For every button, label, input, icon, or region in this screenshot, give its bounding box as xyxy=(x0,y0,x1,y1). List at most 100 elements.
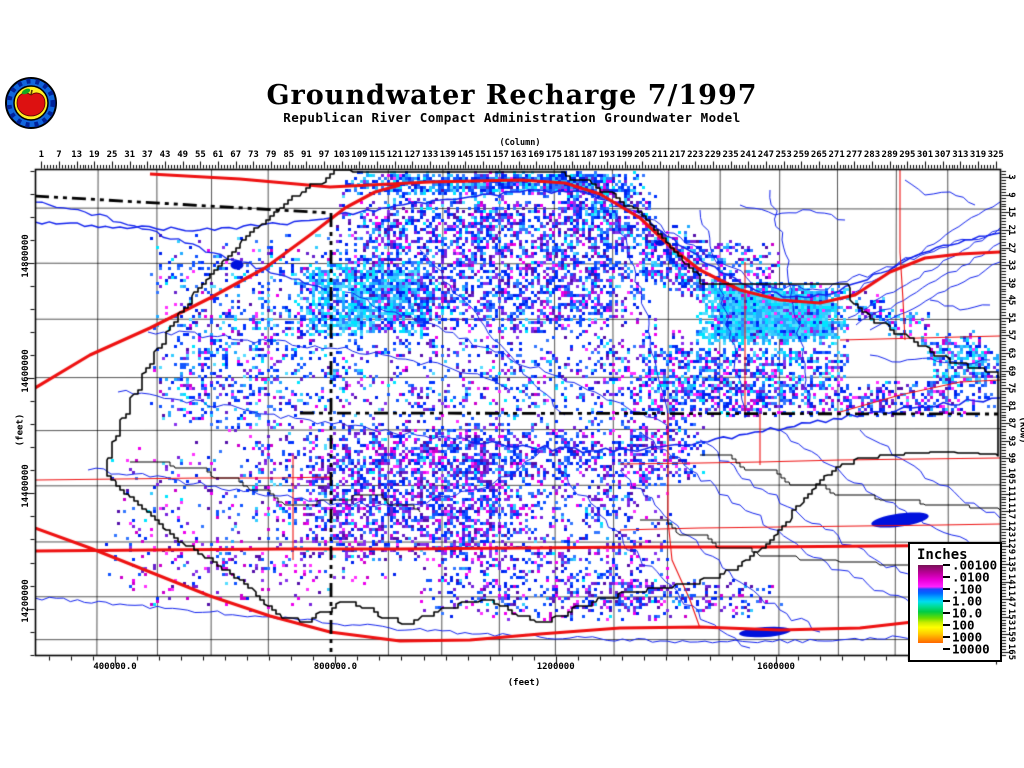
page-subtitle: Republican River Compact Administration … xyxy=(283,110,741,125)
legend-value-label: .100 xyxy=(952,581,983,597)
axis-tick-label: 147 xyxy=(1006,590,1016,608)
axis-tick-label: 21 xyxy=(1006,224,1016,236)
axis-tick-label: 187 xyxy=(581,150,598,160)
axis-tick-label: 93 xyxy=(1006,435,1016,447)
axis-tick-label: 63 xyxy=(1006,347,1016,359)
axis-tick-label: 271 xyxy=(828,150,845,160)
axis-tick-label: 175 xyxy=(545,150,562,160)
legend-tick xyxy=(943,576,950,578)
axis-tick-label: 277 xyxy=(846,150,863,160)
axis-tick-label: 87 xyxy=(1006,417,1016,429)
axis-tick-label: 99 xyxy=(1006,453,1016,464)
axis-tick-label: 67 xyxy=(230,150,242,160)
logo-apple-stem xyxy=(30,89,33,96)
axis-tick-label: 319 xyxy=(969,150,987,160)
axis-tick-label: 301 xyxy=(916,150,934,160)
axis-tick-label: 9 xyxy=(1006,192,1016,198)
axis-tick-label: 85 xyxy=(283,150,295,160)
axis-tick-label: 69 xyxy=(1006,365,1016,376)
axis-tick-label: 205 xyxy=(634,150,651,160)
legend-tick xyxy=(943,648,950,650)
axis-tick-label: 135 xyxy=(1006,555,1016,573)
axis-tick-label: 247 xyxy=(757,150,775,160)
axis-tick-label: 37 xyxy=(141,150,153,160)
logo-apple xyxy=(16,92,46,117)
axis-tick-label: 1 xyxy=(38,150,45,160)
axis-tick-label: 223 xyxy=(687,150,704,160)
axis-tick-label: 105 xyxy=(1006,467,1016,485)
axis-tick-label: 217 xyxy=(669,150,686,160)
axis-tick-label: 235 xyxy=(722,150,739,160)
axis-tick-label: 14200000 xyxy=(21,579,31,623)
axis-tick-label: 121 xyxy=(386,150,403,160)
axis-tick-label: 81 xyxy=(1006,400,1016,412)
axis-tick-label: 103 xyxy=(333,150,350,160)
page-title: Groundwater Recharge 7/1997 xyxy=(266,80,758,111)
logo-ring-pattern xyxy=(6,78,56,128)
axis-tick-label: 14600000 xyxy=(21,349,31,393)
axis-tick-label: 79 xyxy=(265,150,277,160)
legend-title: Inches xyxy=(917,547,968,563)
axis-tick-label: 283 xyxy=(863,150,881,160)
axis-tick-label: 259 xyxy=(793,150,810,160)
axis-tick-label: 139 xyxy=(439,150,456,160)
axis-tick-label: 289 xyxy=(881,150,898,160)
axis-tick-label: 33 xyxy=(1006,259,1016,271)
axis-tick-label: 241 xyxy=(740,150,757,160)
logo-apple-leaf xyxy=(21,88,31,95)
axis-tick-label: 123 xyxy=(1006,520,1016,537)
legend-value-label: 10000 xyxy=(952,641,990,657)
left-axis-caption: (feet) xyxy=(15,413,26,447)
axis-tick-label: 13 xyxy=(71,150,83,160)
row-axis-caption: (Row) xyxy=(1017,416,1024,444)
axis-tick-label: 253 xyxy=(775,150,792,160)
axis-tick-label: 97 xyxy=(318,150,330,160)
axis-tick-label: 117 xyxy=(1006,503,1016,520)
legend-value-label: 1.00 xyxy=(952,593,983,609)
axis-tick-label: 39 xyxy=(1006,277,1016,289)
axis-tick-label: 325 xyxy=(987,150,1004,160)
axis-tick-label: 57 xyxy=(1006,329,1016,341)
axis-tick-label: 199 xyxy=(616,150,633,160)
legend-value-label: 100 xyxy=(952,617,975,633)
legend-color-bar xyxy=(918,565,943,643)
axis-tick-label: 151 xyxy=(475,150,492,160)
axis-tick-label: 49 xyxy=(177,150,189,160)
axis-tick-label: 27 xyxy=(1006,242,1016,253)
axis-tick-label: 211 xyxy=(651,150,669,160)
axis-tick-label: 133 xyxy=(421,150,439,160)
bottom-axis-caption: (feet) xyxy=(507,678,541,688)
axis-tick-label: 400000.0 xyxy=(93,662,137,672)
rrca-logo xyxy=(5,77,57,129)
legend-tick xyxy=(943,564,950,566)
legend-value-label: 1000 xyxy=(952,629,983,645)
column-axis-caption: (Column) xyxy=(499,138,541,148)
axis-tick-label: 229 xyxy=(704,150,722,160)
axis-tick-label: 169 xyxy=(528,150,545,160)
axis-tick-label: 307 xyxy=(934,150,951,160)
axis-tick-label: 73 xyxy=(247,150,259,160)
axis-tick-label: 1200000 xyxy=(536,662,575,672)
legend-value-label: 10.0 xyxy=(952,605,983,621)
legend-value-label: .00100 xyxy=(952,557,998,573)
axis-tick-label: 31 xyxy=(124,150,136,160)
axis-tick-label: 153 xyxy=(1006,608,1016,625)
axis-tick-label: 91 xyxy=(300,150,312,160)
axis-tick-label: 141 xyxy=(1006,573,1016,590)
axis-tick-label: 7 xyxy=(56,150,62,160)
legend-tick xyxy=(943,612,950,614)
axis-tick-label: 45 xyxy=(1006,294,1016,306)
axis-tick-label: 15 xyxy=(1006,206,1016,218)
axis-tick-label: 127 xyxy=(404,150,421,160)
legend-tick xyxy=(943,600,950,602)
axis-tick-label: 163 xyxy=(510,150,527,160)
axis-tick-label: 43 xyxy=(159,150,171,160)
axis-tick-label: 61 xyxy=(212,150,224,160)
axis-tick-label: 111 xyxy=(1006,485,1016,502)
axis-tick-label: 14800000 xyxy=(21,234,31,278)
axis-tick-label: 800000.0 xyxy=(313,662,358,672)
axis-tick-label: 55 xyxy=(194,150,206,160)
axis-tick-label: 265 xyxy=(810,150,828,160)
